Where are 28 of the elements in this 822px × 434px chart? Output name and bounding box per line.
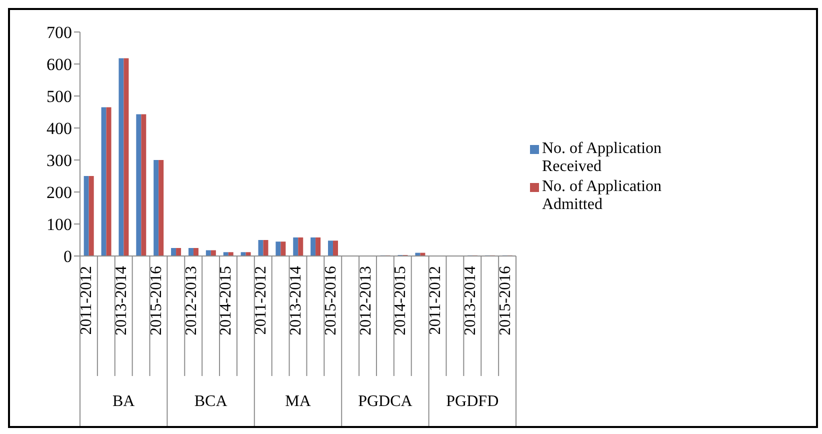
x-tick-label: 2013-2014: [462, 266, 479, 336]
text: MA: [285, 393, 312, 410]
text: PGDCA: [358, 393, 413, 410]
x-tick-label: 2011-2012: [252, 266, 270, 335]
x-tick-label: 2014-2015: [218, 266, 235, 336]
x-tick-label: 2012-2013: [357, 266, 374, 336]
legend-label: No. of Application Received: [542, 140, 663, 176]
x-tick-label: 2013-2014: [288, 266, 304, 336]
x-tick-label: 2013-2014: [113, 266, 130, 336]
y-tick-label: 0: [64, 247, 72, 266]
x-tick-label: 2011-2012: [78, 266, 96, 335]
x-tick-label: 2015-2016: [496, 266, 514, 336]
y-tick-label: 500: [46, 87, 72, 106]
text: BA: [112, 393, 136, 410]
legend-label: No. of Application Admitted: [542, 178, 663, 214]
text: PGDFD: [446, 393, 499, 410]
x-tick-label: 2015-2016: [322, 266, 340, 336]
y-tick-label: 100: [46, 215, 72, 234]
y-tick-label: 300: [46, 151, 72, 170]
x-tick-label: 2014-2015: [392, 266, 410, 336]
x-tick-label: 2012-2013: [182, 266, 200, 336]
x-tick-label: 2011-2012: [427, 266, 444, 335]
y-tick-label: 200: [46, 183, 72, 202]
text: BCA: [194, 393, 228, 410]
y-tick-label: 600: [46, 55, 72, 74]
y-tick-label: 700: [46, 23, 72, 42]
x-tick-label: 2015-2016: [148, 266, 165, 336]
y-tick-label: 400: [46, 119, 72, 138]
